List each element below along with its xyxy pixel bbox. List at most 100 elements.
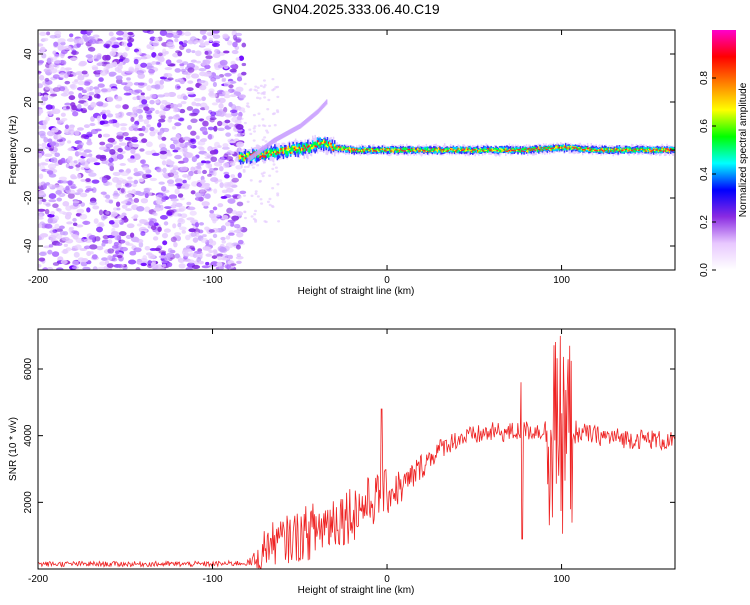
signal-pixel [511,150,513,152]
signal-pixel [665,148,667,150]
signal-pixel [508,148,511,151]
noise-speck [218,97,226,104]
noise-speck [234,119,242,125]
signal-pixel [616,148,618,150]
signal-pixel [650,146,652,151]
signal-pixel [566,144,568,149]
noise-speck [68,189,76,195]
noise-speck [115,104,122,109]
noise-speck [179,63,185,67]
signal-branch-pixel [325,99,328,105]
noise-speck [48,199,57,203]
noise-speck [182,147,188,153]
signal-pixel [285,150,287,154]
signal-pixel [605,148,607,150]
signal-pixel [341,147,343,149]
signal-pixel [358,149,360,152]
noise-speck [158,130,164,136]
signal-pixel [410,148,413,150]
noise-speck [38,257,46,262]
noise-speck [196,162,204,166]
noise-speck [68,91,74,95]
signal-pixel [423,150,425,153]
noise-speck [74,129,80,136]
signal-pixel [391,148,393,150]
noise-speck [199,30,207,35]
noise-speck [202,169,207,175]
signal-pixel [601,149,604,152]
signal-pixel [281,151,283,154]
signal-pixel [299,148,302,154]
signal-pixel [396,149,398,151]
signal-pixel [366,148,369,150]
noise-speck [254,190,258,193]
noise-speck [189,210,197,216]
signal-pixel [301,149,303,151]
noise-speck [53,53,60,58]
signal-pixel [508,150,511,152]
signal-pixel [634,149,637,153]
noise-speck [160,185,167,192]
noise-speck [235,255,244,260]
noise-speck [204,105,210,111]
signal-pixel [244,149,247,160]
noise-speck [224,113,233,118]
signal-pixel [505,150,507,152]
signal-pixel [395,149,397,151]
noise-speck [180,100,187,105]
signal-branch-pixel [259,147,262,153]
signal-pixel [501,149,503,151]
noise-speck [236,141,244,148]
signal-pixel [247,153,249,156]
noise-speck [62,105,68,110]
signal-branch-pixel [255,150,258,156]
noise-speck [222,257,230,261]
noise-speck [221,146,230,150]
signal-branch-pixel [291,128,293,134]
signal-branch-pixel [247,157,249,163]
noise-speck [172,201,178,206]
noise-speck [194,196,203,201]
noise-speck [60,259,68,265]
signal-branch-pixel [307,117,309,123]
signal-pixel [533,148,535,150]
signal-pixel [357,149,359,153]
signal-pixel [484,149,486,151]
signal-pixel [380,147,382,150]
noise-speck [69,84,76,89]
signal-pixel [270,148,272,153]
noise-speck [109,148,116,155]
noise-speck [263,220,267,223]
noise-speck [52,87,61,92]
noise-speck [159,150,167,155]
noise-speck [167,247,173,253]
noise-speck [38,200,43,205]
noise-speck [219,246,227,252]
noise-speck [78,62,87,67]
noise-speck [236,232,244,238]
noise-speck [85,185,92,189]
signal-pixel [407,149,409,153]
noise-speck [72,234,79,240]
noise-speck [52,251,60,256]
noise-speck [93,162,101,166]
noise-speck [154,247,161,252]
noise-speck [158,192,167,199]
noise-speck [106,113,114,118]
noise-speck [77,188,84,194]
noise-speck [268,203,272,207]
noise-speck [182,136,191,141]
noise-speck [102,54,109,61]
signal-branch-pixel [312,113,314,119]
noise-speck [263,84,267,87]
noise-speck [139,148,145,152]
noise-speck [70,50,79,55]
signal-pixel [406,147,408,150]
noise-speck [236,201,244,207]
noise-speck [132,96,138,101]
signal-pixel [612,148,615,150]
noise-speck [133,247,142,253]
signal-pixel [290,147,292,152]
noise-speck [225,156,234,161]
signal-pixel [369,148,371,152]
